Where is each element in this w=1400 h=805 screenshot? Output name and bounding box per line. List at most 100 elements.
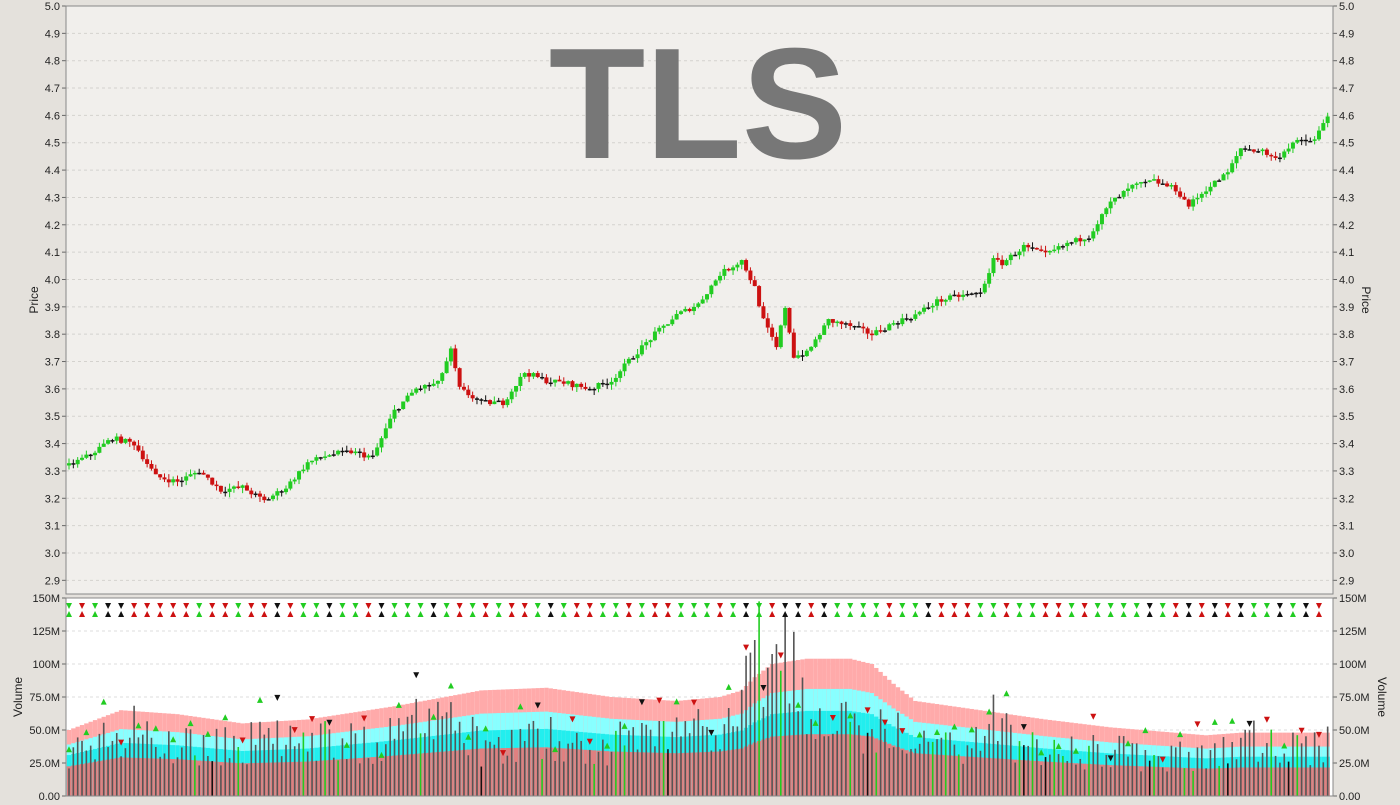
signal-down-arrow bbox=[1159, 756, 1166, 763]
strip-marker-top bbox=[326, 603, 333, 609]
candle-body bbox=[904, 318, 909, 320]
candle-body bbox=[1251, 149, 1256, 152]
candle-body bbox=[136, 445, 141, 451]
strip-marker-top bbox=[1133, 603, 1140, 609]
strip-marker-bottom bbox=[638, 611, 645, 617]
strip-marker-bottom bbox=[534, 611, 541, 617]
strip-marker-bottom bbox=[404, 611, 411, 617]
signal-down-arrow bbox=[239, 737, 246, 744]
candle-body bbox=[1221, 174, 1226, 181]
strip-marker-top bbox=[886, 603, 893, 609]
signal-up-arrow bbox=[847, 712, 854, 719]
strip-marker-bottom bbox=[183, 611, 190, 617]
candle-body bbox=[1165, 183, 1170, 187]
strip-marker-bottom bbox=[326, 611, 333, 617]
strip-marker-bottom bbox=[938, 611, 945, 617]
price-tick-label: 3.6 bbox=[45, 384, 60, 396]
candle-body bbox=[1212, 180, 1217, 187]
strip-marker-top bbox=[144, 603, 151, 609]
price-tick-label: 4.6 bbox=[1339, 110, 1354, 122]
strip-marker-top bbox=[990, 603, 997, 609]
candle-body bbox=[318, 457, 323, 459]
strip-marker-top bbox=[105, 603, 112, 609]
strip-marker-top bbox=[1146, 603, 1153, 609]
candle-body bbox=[336, 450, 341, 455]
strip-marker-bottom bbox=[1042, 611, 1049, 617]
signal-up-arrow bbox=[256, 696, 263, 703]
strip-marker-bottom bbox=[1198, 611, 1205, 617]
strip-marker-bottom bbox=[860, 611, 867, 617]
price-tick-label: 3.0 bbox=[45, 548, 60, 560]
signal-down-arrow bbox=[500, 750, 507, 757]
signal-up-arrow bbox=[916, 731, 923, 738]
signal-neutral-arrow bbox=[760, 684, 767, 691]
candle-body bbox=[375, 447, 380, 456]
strip-marker-top bbox=[560, 603, 567, 609]
candle-body bbox=[548, 382, 553, 385]
strip-marker-top bbox=[938, 603, 945, 609]
price-tick-label: 3.4 bbox=[45, 439, 60, 451]
candle-body bbox=[609, 381, 614, 385]
strip-marker-top bbox=[157, 603, 164, 609]
price-tick-label: 4.4 bbox=[1339, 165, 1354, 177]
price-tick-label: 4.8 bbox=[1339, 56, 1354, 68]
candle-body bbox=[71, 463, 76, 465]
candle-body bbox=[1277, 157, 1282, 160]
strip-marker-bottom bbox=[625, 611, 632, 617]
candle-body bbox=[861, 326, 866, 329]
candle-body bbox=[913, 314, 918, 319]
strip-marker-bottom bbox=[430, 611, 437, 617]
candle-body bbox=[1086, 238, 1091, 240]
candle-body bbox=[726, 268, 731, 271]
candle-body bbox=[1026, 244, 1031, 248]
candle-body bbox=[1121, 190, 1126, 197]
price-tick-label: 4.7 bbox=[1339, 83, 1354, 95]
strip-marker-top bbox=[912, 603, 919, 609]
candle-body bbox=[765, 318, 770, 328]
volume-tick-label: 50.0M bbox=[1339, 725, 1370, 737]
candle-body bbox=[826, 319, 831, 326]
candle-body bbox=[1091, 231, 1096, 239]
volume-axis-label-right: Volume bbox=[1375, 677, 1389, 717]
candle-body bbox=[718, 275, 723, 281]
strip-marker-top bbox=[339, 603, 346, 609]
candle-body bbox=[1186, 199, 1191, 207]
strip-marker-bottom bbox=[1120, 611, 1127, 617]
price-tick-label: 3.2 bbox=[1339, 493, 1354, 505]
strip-marker-bottom bbox=[951, 611, 958, 617]
strip-marker-bottom bbox=[1263, 611, 1270, 617]
strip-marker-bottom bbox=[508, 611, 515, 617]
strip-marker-bottom bbox=[1276, 611, 1283, 617]
strip-marker-bottom bbox=[287, 611, 294, 617]
candle-body bbox=[405, 395, 410, 402]
volume-tick-label: 25.0M bbox=[29, 758, 60, 770]
strip-marker-bottom bbox=[1081, 611, 1088, 617]
volume-axis-label-left: Volume bbox=[11, 677, 25, 717]
strip-marker-top bbox=[92, 603, 99, 609]
strip-marker-bottom bbox=[209, 611, 216, 617]
candle-body bbox=[570, 381, 575, 388]
signal-up-arrow bbox=[343, 741, 350, 748]
price-tick-label: 4.1 bbox=[45, 247, 60, 259]
strip-marker-top bbox=[1094, 603, 1101, 609]
candle-body bbox=[1095, 224, 1100, 232]
candle-body bbox=[574, 383, 579, 388]
candle-body bbox=[431, 383, 436, 386]
candle-body bbox=[153, 468, 158, 475]
candle-body bbox=[965, 293, 970, 296]
strip-marker-top bbox=[612, 603, 619, 609]
signal-neutral-arrow bbox=[1246, 720, 1253, 727]
strip-marker-top bbox=[977, 603, 984, 609]
candle-body bbox=[657, 327, 662, 332]
strip-marker-bottom bbox=[599, 611, 606, 617]
candle-body bbox=[158, 474, 163, 478]
strip-marker-top bbox=[1159, 603, 1166, 609]
candle-body bbox=[244, 485, 249, 491]
signal-up-arrow bbox=[795, 701, 802, 708]
strip-marker-bottom bbox=[1133, 611, 1140, 617]
strip-marker-top bbox=[313, 603, 320, 609]
strip-marker-top bbox=[1003, 603, 1010, 609]
candle-body bbox=[1264, 149, 1269, 155]
candle-body bbox=[882, 330, 887, 332]
candle-body bbox=[891, 323, 896, 325]
